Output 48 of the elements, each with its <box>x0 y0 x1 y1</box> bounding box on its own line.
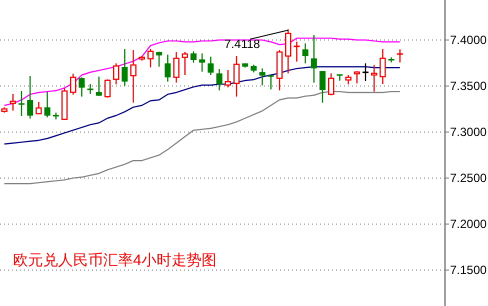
candlestick <box>173 51 180 84</box>
text: 欧元兑人民币汇率4小时走势图 <box>13 252 216 269</box>
candlestick <box>156 51 162 68</box>
y-tick-label: 7.3500 <box>450 79 488 94</box>
candlestick <box>27 75 34 120</box>
line-series <box>4 38 400 106</box>
candlestick <box>208 56 214 76</box>
candlestick <box>268 75 274 90</box>
candlestick <box>164 54 171 82</box>
candlestick <box>36 101 42 114</box>
y-tick-label: 7.2000 <box>450 217 488 232</box>
candlestick <box>233 55 240 98</box>
candlestick <box>190 50 196 64</box>
candlestick <box>199 52 206 72</box>
candlestick <box>78 76 85 98</box>
annotation: 7.4118 <box>224 37 260 52</box>
candlestick <box>362 62 368 82</box>
candlestick <box>96 76 102 97</box>
candlestick <box>104 78 111 98</box>
y-tick-label: 7.2500 <box>450 171 488 186</box>
candlestick <box>147 48 154 68</box>
candlestick <box>130 49 136 104</box>
candlestick <box>182 51 188 76</box>
candlestick <box>122 48 128 86</box>
candlestick <box>285 28 292 74</box>
candlestick <box>70 73 76 96</box>
candlestick <box>354 70 360 84</box>
candlestick <box>44 91 50 118</box>
candlestick <box>396 48 403 63</box>
y-tick-label: 7.1500 <box>450 263 488 278</box>
candlestick <box>302 42 308 64</box>
candlestick <box>294 41 300 62</box>
candlestick <box>371 64 378 92</box>
candlestick <box>18 90 24 117</box>
candlestick <box>113 62 120 85</box>
candlestick <box>310 34 317 84</box>
candlestick <box>87 83 94 95</box>
candlestick <box>328 72 334 96</box>
candlestick <box>10 93 16 112</box>
candlestick <box>224 69 231 88</box>
candlestick <box>336 74 343 82</box>
candlestick <box>320 70 326 104</box>
y-tick-label: 7.3000 <box>450 125 488 140</box>
candlestick <box>345 74 352 85</box>
candlestick <box>216 68 222 91</box>
candlestick <box>259 68 266 86</box>
candlestick <box>380 48 386 85</box>
y-tick-label: 7.4000 <box>450 33 488 48</box>
